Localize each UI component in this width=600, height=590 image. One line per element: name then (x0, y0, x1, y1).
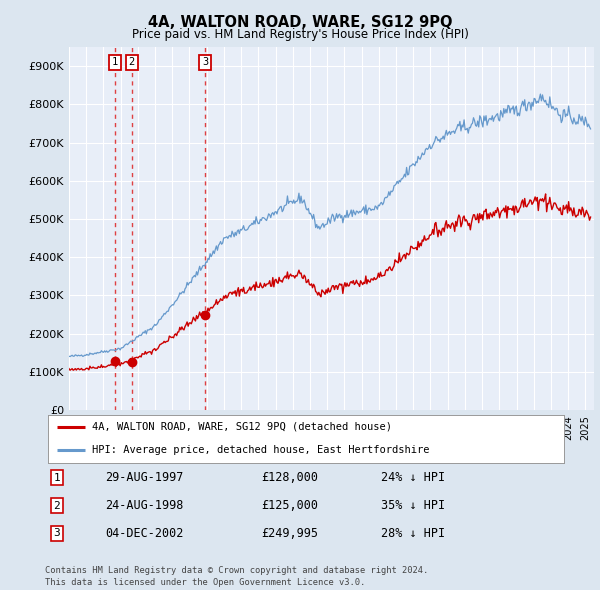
Text: £125,000: £125,000 (261, 499, 318, 512)
Text: Price paid vs. HM Land Registry's House Price Index (HPI): Price paid vs. HM Land Registry's House … (131, 28, 469, 41)
Text: 3: 3 (53, 529, 61, 538)
Text: 2: 2 (129, 57, 135, 67)
Text: HPI: Average price, detached house, East Hertfordshire: HPI: Average price, detached house, East… (92, 445, 430, 455)
Text: £128,000: £128,000 (261, 471, 318, 484)
Text: 35% ↓ HPI: 35% ↓ HPI (381, 499, 445, 512)
Text: 2: 2 (53, 501, 61, 510)
Text: 4A, WALTON ROAD, WARE, SG12 9PQ: 4A, WALTON ROAD, WARE, SG12 9PQ (148, 15, 452, 30)
Text: 1: 1 (53, 473, 61, 483)
Text: Contains HM Land Registry data © Crown copyright and database right 2024.
This d: Contains HM Land Registry data © Crown c… (45, 566, 428, 587)
Text: 3: 3 (202, 57, 208, 67)
Text: 24-AUG-1998: 24-AUG-1998 (105, 499, 184, 512)
Text: 29-AUG-1997: 29-AUG-1997 (105, 471, 184, 484)
Text: 1: 1 (112, 57, 118, 67)
Text: 28% ↓ HPI: 28% ↓ HPI (381, 527, 445, 540)
Text: £249,995: £249,995 (261, 527, 318, 540)
Text: 04-DEC-2002: 04-DEC-2002 (105, 527, 184, 540)
Text: 4A, WALTON ROAD, WARE, SG12 9PQ (detached house): 4A, WALTON ROAD, WARE, SG12 9PQ (detache… (92, 422, 392, 432)
Text: 24% ↓ HPI: 24% ↓ HPI (381, 471, 445, 484)
